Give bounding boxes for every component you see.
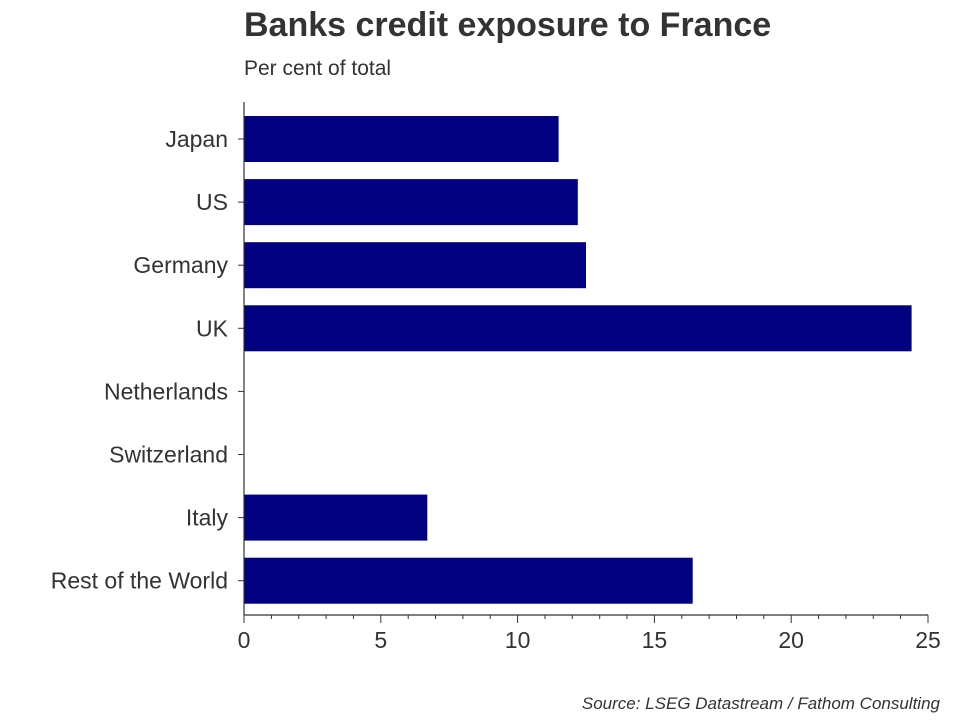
y-tick-label-germany: Germany xyxy=(133,252,228,278)
y-tick-label-switzerland: Switzerland xyxy=(109,442,228,468)
y-tick-label-italy: Italy xyxy=(186,505,229,531)
y-tick-label-uk: UK xyxy=(196,315,229,341)
chart-subtitle: Per cent of total xyxy=(244,57,392,80)
y-tick-label-us: US xyxy=(196,189,228,215)
bar-japan xyxy=(244,116,559,162)
labels-layer: Japan US Germany UK Netherlands Switzerland It… xyxy=(51,126,941,653)
x-tick-label-5: 5 xyxy=(374,627,387,653)
y-tick-label-netherlands: Netherlands xyxy=(104,378,228,404)
bar-italy xyxy=(244,494,428,541)
bars-layer xyxy=(244,116,912,604)
x-tick-label-25: 25 xyxy=(915,627,941,653)
x-tick-label-10: 10 xyxy=(505,627,531,653)
bar-rest-of-the-world xyxy=(244,557,693,604)
x-tick-label-20: 20 xyxy=(778,627,804,653)
axes-layer xyxy=(238,102,929,623)
x-tick-label-0: 0 xyxy=(238,627,251,653)
chart-title: Banks credit exposure to France xyxy=(244,6,772,44)
y-tick-label-japan: Japan xyxy=(165,126,228,152)
bar-uk xyxy=(244,305,912,352)
bar-germany xyxy=(244,242,586,289)
bar-us xyxy=(244,179,578,226)
y-tick-label-rest-of-the-world: Rest of the World xyxy=(51,568,228,594)
x-tick-label-15: 15 xyxy=(642,627,668,653)
chart-source: Source: LSEG Datastream / Fathom Consult… xyxy=(581,694,940,713)
